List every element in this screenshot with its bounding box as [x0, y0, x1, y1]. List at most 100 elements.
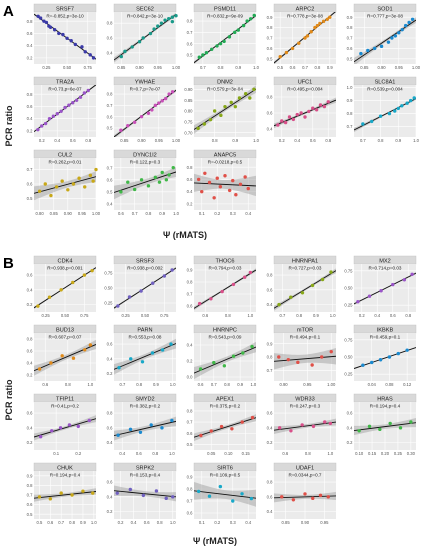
data-point	[171, 495, 175, 499]
chart-title: CDK4	[58, 258, 73, 264]
stat-annotation: R=0.794,p=0.03	[209, 266, 242, 271]
x-tick-label: 0.4	[374, 313, 380, 318]
data-point	[196, 489, 201, 494]
x-tick-label: 0.7	[360, 138, 366, 143]
y-tick-label: 0.4	[107, 50, 113, 55]
y-tick-label: 0.75	[344, 268, 353, 273]
x-tick-label: 0.12	[403, 382, 412, 387]
x-tick-label: 0.4	[54, 138, 60, 143]
data-point	[164, 496, 168, 501]
data-point	[277, 426, 282, 430]
y-tick-label: 0.4	[267, 425, 273, 430]
y-tick-label: 0.8	[187, 19, 193, 24]
y-tick-label: 0.6	[27, 104, 33, 109]
y-tick-label: 0.9	[187, 268, 193, 273]
data-point	[378, 114, 383, 118]
data-point	[203, 171, 207, 175]
regression-line	[114, 171, 176, 193]
data-point	[52, 28, 57, 32]
data-point	[287, 115, 292, 119]
confidence-band	[114, 166, 176, 200]
data-point	[210, 47, 214, 52]
stat-annotation: R=0.494,p=0.1	[290, 335, 321, 340]
x-tick-label: 0.5	[37, 520, 43, 525]
y-tick-label: 0.8	[27, 483, 33, 488]
data-point	[222, 39, 226, 44]
data-point	[218, 484, 223, 489]
data-point	[130, 45, 134, 49]
data-point	[140, 360, 145, 364]
data-point	[400, 27, 404, 32]
data-point	[83, 50, 87, 54]
chart-title: SOD1	[377, 6, 392, 12]
regression-line	[114, 267, 176, 309]
chart-title: DNM2	[217, 79, 233, 85]
data-point	[167, 16, 171, 21]
x-tick-label: 0.8	[85, 138, 91, 143]
x-tick-label: 1.0	[87, 382, 93, 387]
data-point	[396, 351, 400, 356]
data-point	[307, 109, 311, 114]
y-tick-label: 0.2	[187, 359, 193, 364]
data-point	[51, 114, 56, 118]
y-tick-label: 0.6	[27, 411, 33, 416]
x-tick-label: 0.04	[368, 382, 377, 387]
x-tick-label: 0.85	[117, 65, 126, 70]
chart-title: CUL2	[58, 152, 72, 158]
data-point	[231, 178, 235, 183]
data-point	[115, 491, 119, 495]
data-point	[379, 44, 384, 49]
data-point	[50, 429, 54, 433]
data-point	[81, 489, 85, 493]
data-point	[300, 291, 305, 295]
data-point	[49, 361, 53, 365]
x-tick-label: 1.0	[169, 451, 175, 456]
data-point	[94, 167, 98, 172]
x-tick-label: 1.0	[170, 382, 176, 387]
data-point	[325, 17, 330, 21]
x-tick-label: 0.2	[279, 138, 285, 143]
x-tick-label: 0.10	[224, 451, 233, 456]
y-tick-label: 0.8	[27, 92, 33, 97]
x-tick-label: 0.8	[314, 65, 320, 70]
data-point	[219, 113, 223, 118]
panel-a-letter: A	[3, 3, 14, 20]
data-point	[378, 358, 383, 362]
stat-annotation: R=0.842,p=3e-10	[127, 14, 163, 19]
data-point	[90, 268, 94, 273]
y-tick-label: 0.6	[27, 502, 33, 507]
y-tick-label: 0.8	[107, 92, 113, 97]
y-tick-label: 0.4	[267, 127, 273, 132]
data-point	[310, 283, 315, 288]
y-tick-label: 0.7	[27, 167, 33, 172]
x-tick-label: 0.9	[235, 65, 241, 70]
x-tick-label: 0.6	[282, 451, 288, 456]
chart-dnm2: DNM2 0.90 0.85 0.80 0.75 0.70 0.8 0.9 1.0 R=0.579…	[184, 76, 260, 143]
regression-line	[274, 355, 336, 362]
x-tick-label: 0.90	[301, 520, 310, 525]
data-point	[40, 124, 44, 128]
data-point	[54, 185, 59, 189]
stat-annotation: R=0.778,p=3e-08	[287, 14, 323, 19]
panel-b-ylabel: PCR ratio	[4, 379, 14, 421]
data-point	[139, 289, 143, 293]
y-tick-label: 0.2	[27, 302, 33, 307]
x-tick-label: 0.25	[122, 313, 131, 318]
chart-apex1: APEX1 0.8 0.7 0.6 0.5 0.05 0.10 0.15 R=0.375,p=0…	[187, 393, 257, 456]
data-point	[70, 493, 74, 497]
data-point	[402, 278, 407, 282]
x-tick-label: 1.00	[172, 138, 181, 143]
y-tick-label: 0.6	[267, 287, 273, 292]
x-tick-label: 0.6	[42, 382, 48, 387]
chart-title: YWHAE	[135, 79, 156, 85]
panel-b-letter: B	[3, 255, 14, 272]
x-tick-label: 0.2	[359, 313, 365, 318]
y-tick-label: 0.6	[107, 177, 113, 182]
x-tick-label: 0.10	[355, 451, 364, 456]
data-point	[236, 28, 240, 32]
x-tick-label: 0.8	[225, 313, 231, 318]
y-tick-label: 0.6	[27, 182, 33, 187]
data-point	[139, 178, 144, 182]
data-point	[240, 492, 244, 496]
chart-title: THOC6	[216, 258, 235, 264]
